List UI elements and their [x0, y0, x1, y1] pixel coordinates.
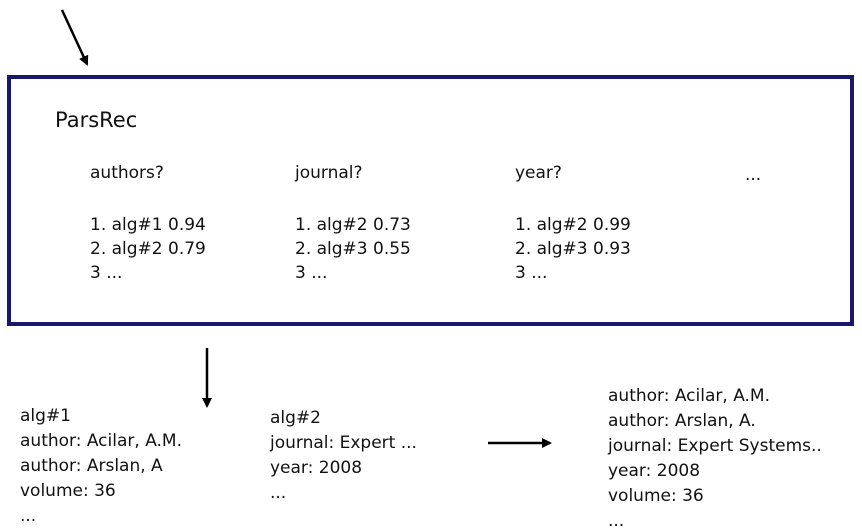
column-label: year?	[515, 163, 562, 183]
output-line: ...	[608, 511, 624, 531]
output-line: author: Acilar, A.M.	[20, 431, 182, 451]
output-line: volume: 36	[20, 481, 116, 501]
box-title: ParsRec	[55, 108, 137, 132]
ranking-item: 2. alg#3 0.93	[515, 239, 631, 259]
column-label: authors?	[90, 163, 164, 183]
ranking-item: 2. alg#3 0.55	[295, 239, 411, 259]
ranking-item: 1. alg#1 0.94	[90, 215, 206, 235]
output-line: alg#1	[20, 406, 71, 426]
ranking-item: 1. alg#2 0.73	[295, 215, 411, 235]
output-line: journal: Expert Systems..	[607, 436, 822, 456]
more-columns: ...	[745, 165, 761, 185]
parsrec-box	[7, 75, 854, 326]
ranking-item: 2. alg#2 0.79	[90, 239, 206, 259]
output-line: author: Acilar, A.M.	[608, 386, 770, 406]
output-line: ...	[20, 506, 36, 526]
ranking-item: 3 ...	[295, 263, 327, 283]
output-line: author: Arslan, A	[20, 456, 163, 476]
output-line: alg#2	[270, 408, 321, 428]
ranking-item: 3 ...	[515, 263, 547, 283]
output-line: journal: Expert ...	[269, 433, 417, 453]
output-line: year: 2008	[608, 461, 700, 481]
ranking-item: 3 ...	[90, 263, 122, 283]
output-line: ...	[270, 483, 286, 503]
output-line: year: 2008	[270, 458, 362, 478]
output-line: volume: 36	[608, 486, 704, 506]
input-arrow	[60, 9, 89, 66]
ranking-item: 1. alg#2 0.99	[515, 215, 631, 235]
output-line: author: Arslan, A.	[608, 411, 756, 431]
column-label: journal?	[294, 163, 363, 183]
